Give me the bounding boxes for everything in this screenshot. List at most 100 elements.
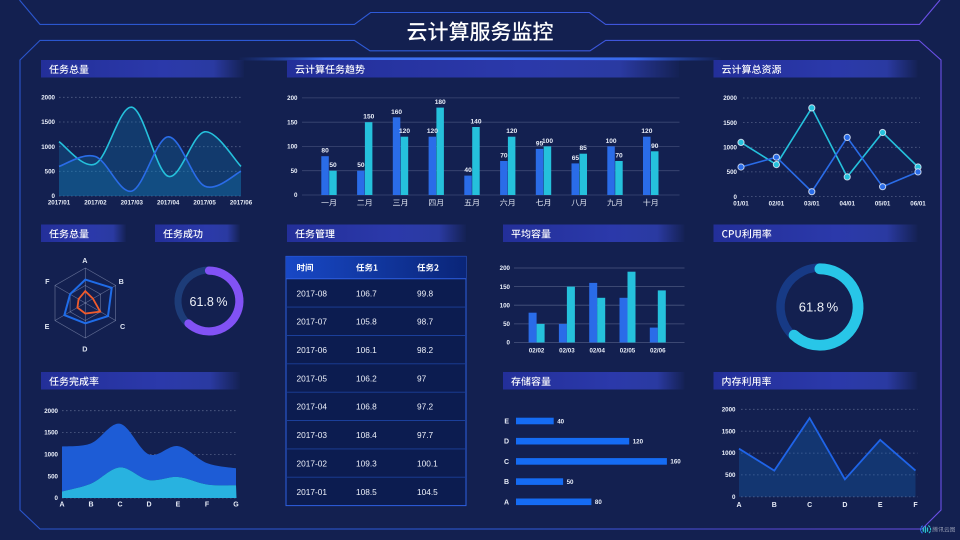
svg-text:500: 500 <box>727 169 738 176</box>
svg-text:1500: 1500 <box>723 120 737 127</box>
svg-text:02/03: 02/03 <box>559 348 575 355</box>
svg-text:F: F <box>913 502 918 509</box>
svg-text:1500: 1500 <box>41 119 55 126</box>
svg-text:500: 500 <box>48 473 59 480</box>
svg-text:1500: 1500 <box>44 430 58 437</box>
svg-text:1000: 1000 <box>723 145 737 152</box>
svg-text:D: D <box>146 502 151 509</box>
svg-text:D: D <box>82 344 87 353</box>
svg-text:1000: 1000 <box>722 450 736 457</box>
svg-text:02/05: 02/05 <box>620 348 636 355</box>
svg-text:100.1: 100.1 <box>417 458 438 468</box>
svg-text:B: B <box>88 502 93 509</box>
svg-text:F: F <box>205 502 210 509</box>
svg-text:C: C <box>120 322 125 331</box>
svg-text:1000: 1000 <box>44 452 58 459</box>
svg-text:2017-03: 2017-03 <box>297 430 328 440</box>
svg-text:99.8: 99.8 <box>417 288 434 298</box>
svg-text:2017-04: 2017-04 <box>297 402 328 412</box>
svg-text:04/01: 04/01 <box>839 201 855 208</box>
svg-text:61.8 %: 61.8 % <box>799 300 839 315</box>
svg-text:06/01: 06/01 <box>910 201 926 208</box>
svg-text:200: 200 <box>500 265 511 272</box>
svg-text:1500: 1500 <box>722 428 736 435</box>
svg-text:40: 40 <box>464 167 472 174</box>
svg-text:160: 160 <box>391 109 402 116</box>
svg-text:2017-08: 2017-08 <box>297 288 328 298</box>
svg-text:E: E <box>504 419 509 426</box>
svg-text:2017/06: 2017/06 <box>230 200 253 207</box>
svg-text:2017-01: 2017-01 <box>297 487 328 497</box>
svg-text:120: 120 <box>641 128 652 135</box>
svg-text:2000: 2000 <box>723 95 737 102</box>
svg-text:G: G <box>233 502 239 509</box>
svg-text:2000: 2000 <box>44 408 58 415</box>
svg-text:C: C <box>807 502 812 509</box>
svg-text:120: 120 <box>399 128 410 135</box>
svg-text:90: 90 <box>651 143 659 150</box>
svg-text:95: 95 <box>536 140 544 147</box>
svg-text:108.4: 108.4 <box>356 430 377 440</box>
svg-text:C: C <box>117 502 122 509</box>
svg-text:100: 100 <box>287 144 298 151</box>
svg-text:0: 0 <box>294 192 298 199</box>
svg-text:50: 50 <box>291 168 298 175</box>
svg-text:A: A <box>736 502 741 509</box>
svg-text:40: 40 <box>557 418 564 425</box>
svg-text:500: 500 <box>725 472 736 479</box>
svg-text:2000: 2000 <box>41 95 55 102</box>
svg-text:02/06: 02/06 <box>650 348 666 355</box>
svg-text:0: 0 <box>507 340 511 347</box>
svg-text:05/01: 05/01 <box>875 201 891 208</box>
svg-text:180: 180 <box>435 99 446 106</box>
svg-text:120: 120 <box>506 128 517 135</box>
svg-text:120: 120 <box>427 128 438 135</box>
svg-text:106.1: 106.1 <box>356 345 377 355</box>
svg-text:100: 100 <box>606 138 617 145</box>
svg-text:106.7: 106.7 <box>356 288 377 298</box>
svg-text:03/01: 03/01 <box>804 201 820 208</box>
svg-text:0: 0 <box>55 495 59 502</box>
svg-text:E: E <box>45 322 50 331</box>
svg-text:2017/03: 2017/03 <box>121 200 144 207</box>
svg-text:97: 97 <box>417 373 427 383</box>
svg-text:B: B <box>119 277 124 286</box>
svg-text:02/02: 02/02 <box>529 348 545 355</box>
svg-text:85: 85 <box>580 145 588 152</box>
svg-text:2000: 2000 <box>722 407 736 414</box>
svg-text:80: 80 <box>321 148 329 155</box>
svg-text:2017/02: 2017/02 <box>84 200 107 207</box>
svg-text:0: 0 <box>52 193 56 200</box>
svg-text:0: 0 <box>734 194 738 201</box>
svg-text:2017/04: 2017/04 <box>157 200 180 207</box>
svg-text:104.5: 104.5 <box>417 487 438 497</box>
svg-text:98.7: 98.7 <box>417 317 434 327</box>
svg-text:E: E <box>176 502 181 509</box>
svg-text:01/01: 01/01 <box>733 201 749 208</box>
svg-text:50: 50 <box>329 162 337 169</box>
svg-text:2017/05: 2017/05 <box>193 200 216 207</box>
svg-text:2017/01: 2017/01 <box>48 200 71 207</box>
svg-text:C: C <box>504 459 509 466</box>
svg-text:108.5: 108.5 <box>356 487 377 497</box>
svg-text:D: D <box>504 439 509 446</box>
svg-text:65: 65 <box>572 155 580 162</box>
svg-text:80: 80 <box>595 499 602 506</box>
svg-text:02/04: 02/04 <box>589 348 605 355</box>
svg-text:2017-06: 2017-06 <box>297 345 328 355</box>
svg-text:E: E <box>878 502 883 509</box>
svg-text:70: 70 <box>500 153 508 160</box>
svg-text:106.8: 106.8 <box>356 402 377 412</box>
svg-text:97.7: 97.7 <box>417 430 434 440</box>
svg-text:B: B <box>772 502 777 509</box>
svg-text:70: 70 <box>615 153 623 160</box>
svg-text:97.2: 97.2 <box>417 402 434 412</box>
svg-text:1000: 1000 <box>41 144 55 151</box>
svg-text:2017-07: 2017-07 <box>297 317 328 327</box>
svg-text:106.2: 106.2 <box>356 373 377 383</box>
svg-text:D: D <box>842 502 847 509</box>
svg-text:B: B <box>504 479 509 486</box>
svg-text:0: 0 <box>732 494 736 501</box>
svg-text:105.8: 105.8 <box>356 317 377 327</box>
svg-text:120: 120 <box>633 439 644 446</box>
